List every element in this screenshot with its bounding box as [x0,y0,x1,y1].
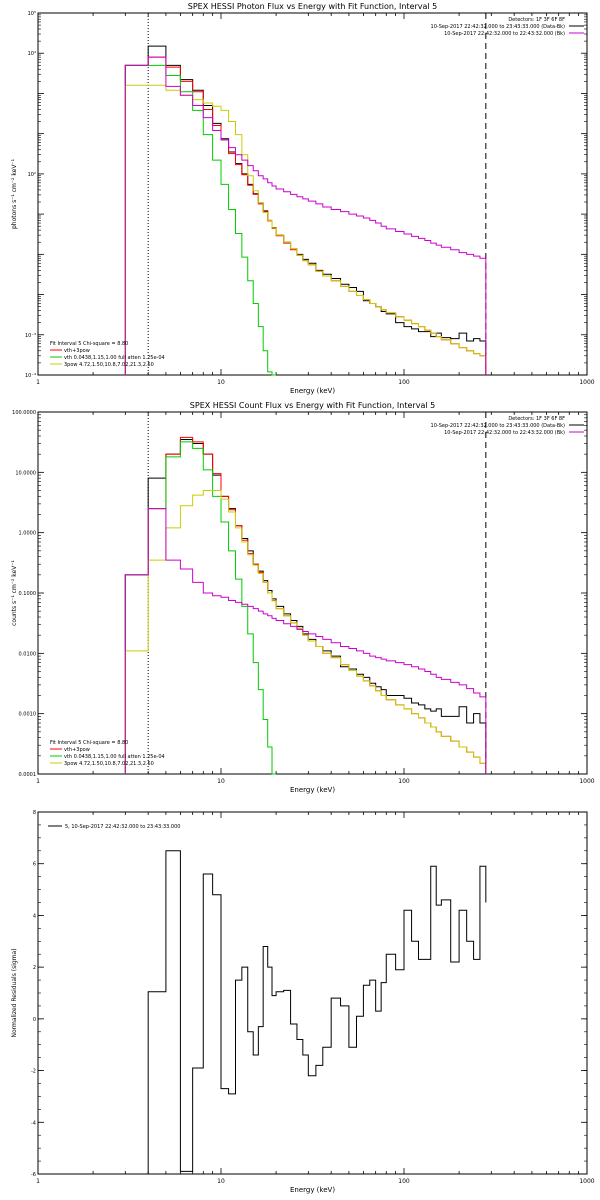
series-vth [124,441,277,775]
legend-entry: 10-Sep-2017 22:42:32.000 to 22:43:32.000… [444,31,565,37]
y-axis-label: counts s⁻¹ cm⁻² keV⁻¹ [11,560,18,626]
x-tick-label: 1 [36,778,40,785]
chart-title: SPEX HESSI Photon Flux vs Energy with Fi… [188,2,438,11]
chart-panel-2: SPEX HESSI Count Flux vs Energy with Fit… [11,401,595,794]
plot-frame [37,12,588,376]
legend-entry: vth 0.0438,1.15,1.00 full atten 1.25e-04 [64,355,165,361]
y-tick-label: 0.0010 [19,712,37,718]
x-axis-label: Energy (keV) [290,387,335,395]
y-tick-label: 2 [33,965,36,971]
y-tick-label: 0.0100 [19,651,37,657]
x-tick-label: 1000 [579,778,594,785]
plot-frame [37,811,588,1175]
legend-entry: vth 0.0438,1.15,1.00 full atten 1.25e-04 [64,754,165,760]
series-data-bk [124,45,487,375]
legend-entry: 3pow 4.72,1.50,10.8,7.02,21.3,2.50 [64,362,154,368]
series-5-10-sep-2017-22-42-32-000-to-23-43-33-000 [147,850,487,1174]
legend-entry: Detectors: 1F 3F 6F 8F [508,416,565,422]
y-tick-label: 0.1000 [19,591,37,597]
x-tick-label: 10 [217,778,225,785]
y-tick-label: 10⁴ [28,51,36,57]
y-tick-label: -4 [31,1120,36,1126]
x-tick-label: 100 [398,1178,410,1185]
y-tick-label: 0.0001 [19,772,37,778]
y-tick-label: 0 [33,1017,36,1023]
x-axis-label: Energy (keV) [290,786,335,794]
x-tick-label: 1 [36,1178,40,1185]
y-tick-label: 10⁻³ [25,333,36,339]
y-tick-label: 10² [28,172,36,178]
x-tick-label: 1000 [579,379,594,386]
y-tick-label: 10⁻⁴ [25,373,36,379]
x-tick-label: 100 [398,778,410,785]
legend-entry: Detectors: 1F 3F 6F 8F [508,17,565,23]
series-vth-3pow [124,56,487,375]
legend-entry: 5, 10-Sep-2017 22:42:32.000 to 23:43:33.… [65,824,180,830]
series-bk [124,508,487,774]
x-tick-label: 1 [36,379,40,386]
y-tick-label: 6 [33,862,36,868]
series-3pow [124,489,487,774]
x-tick-label: 10 [217,379,225,386]
legend-entry: Fit Interval 5 Chi-square = 8.80 [50,740,128,746]
series-bk [124,56,487,375]
y-axis-label: Normalized Residuals (sigma) [11,948,18,1037]
legend-entry: vth+3pow [64,747,90,753]
chart-panel-1: SPEX HESSI Photon Flux vs Energy with Fi… [11,2,595,395]
plot-frame [37,411,588,775]
y-tick-label: -2 [31,1069,36,1075]
chart-panel-3: Energy (keV) Normalized Residuals (sigma)… [11,810,595,1194]
y-tick-label: 4 [33,913,36,919]
x-tick-label: 10 [217,1178,225,1185]
y-tick-label: -6 [31,1172,36,1178]
legend-entry: vth+3pow [64,348,90,354]
series-vth [124,64,277,376]
y-tick-label: 10⁵ [28,11,36,17]
y-tick-label: 10.0000 [15,470,36,476]
y-axis-label: photons s⁻¹ cm⁻² keV⁻¹ [11,158,18,229]
x-axis-label: Energy (keV) [290,1186,335,1194]
legend-entry: 10-Sep-2017 22:42:32.000 to 23:43:33.000… [431,423,566,429]
legend-entry: Fit Interval 5 Chi-square = 8.80 [50,341,128,347]
series-vth-3pow [124,436,487,774]
legend-entry: 10-Sep-2017 22:42:32.000 to 22:43:32.000… [444,430,565,436]
legend-entry: 10-Sep-2017 22:42:32.000 to 23:43:33.000… [431,24,566,30]
x-tick-label: 1000 [579,1178,594,1185]
y-tick-label: 1.0000 [19,531,37,537]
series-data-bk [124,439,487,774]
chart-title: SPEX HESSI Count Flux vs Energy with Fit… [190,401,435,410]
series-3pow [124,84,487,375]
y-tick-label: 8 [33,810,36,816]
legend-entry: 3pow 4.72,1.50,10.8,7.02,21.3,2.50 [64,761,154,767]
x-tick-label: 100 [398,379,410,386]
y-tick-label: 100.0000 [12,410,36,416]
